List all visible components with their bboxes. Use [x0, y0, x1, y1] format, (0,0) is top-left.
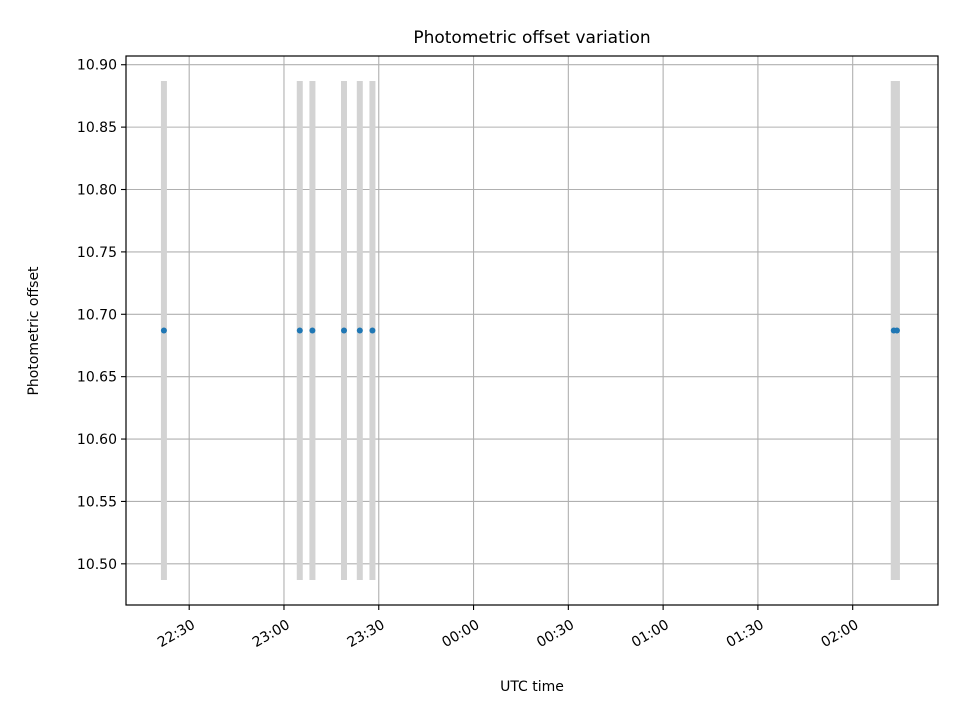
y-axis-ticks: 10.50 10.55 10.60 10.65 10.70 10.75 10.80 10.85… — [77, 58, 126, 573]
data-point — [160, 327, 167, 334]
y-tick-label: 10.80 — [77, 183, 117, 199]
data-point — [341, 327, 348, 334]
x-tick-label: 22:30 — [155, 617, 198, 651]
data-point — [309, 327, 316, 334]
y-tick-label: 10.85 — [77, 120, 117, 136]
x-tick-label: 00:30 — [534, 617, 577, 651]
x-axis-label: UTC time — [500, 679, 564, 695]
data-point — [356, 327, 363, 334]
x-tick-label: 23:00 — [250, 617, 293, 651]
x-tick-label: 23:30 — [345, 617, 388, 651]
y-axis-label: Photometric offset — [26, 266, 42, 396]
x-tick-label: 01:00 — [629, 617, 672, 651]
y-tick-label: 10.50 — [77, 557, 117, 573]
data-points — [160, 327, 900, 334]
grid — [126, 56, 938, 605]
error-bars — [160, 80, 900, 581]
y-tick-label: 10.70 — [77, 307, 117, 323]
y-tick-label: 10.75 — [77, 245, 117, 261]
x-tick-label: 02:00 — [819, 617, 862, 651]
x-tick-label: 00:00 — [439, 617, 482, 651]
data-point — [296, 327, 303, 334]
plot-frame — [125, 55, 939, 606]
y-tick-label: 10.55 — [77, 494, 117, 510]
data-point — [893, 327, 900, 334]
y-tick-label: 10.60 — [77, 432, 117, 448]
y-tick-label: 10.65 — [77, 370, 117, 386]
x-tick-label: 01:30 — [724, 617, 767, 651]
y-tick-label: 10.90 — [77, 58, 117, 74]
x-axis-ticks: 22:30 23:00 23:30 00:00 00:30 01:00 01:30 02:00 — [155, 605, 861, 651]
chart-title: Photometric offset variation — [413, 28, 650, 48]
data-point — [369, 327, 376, 334]
